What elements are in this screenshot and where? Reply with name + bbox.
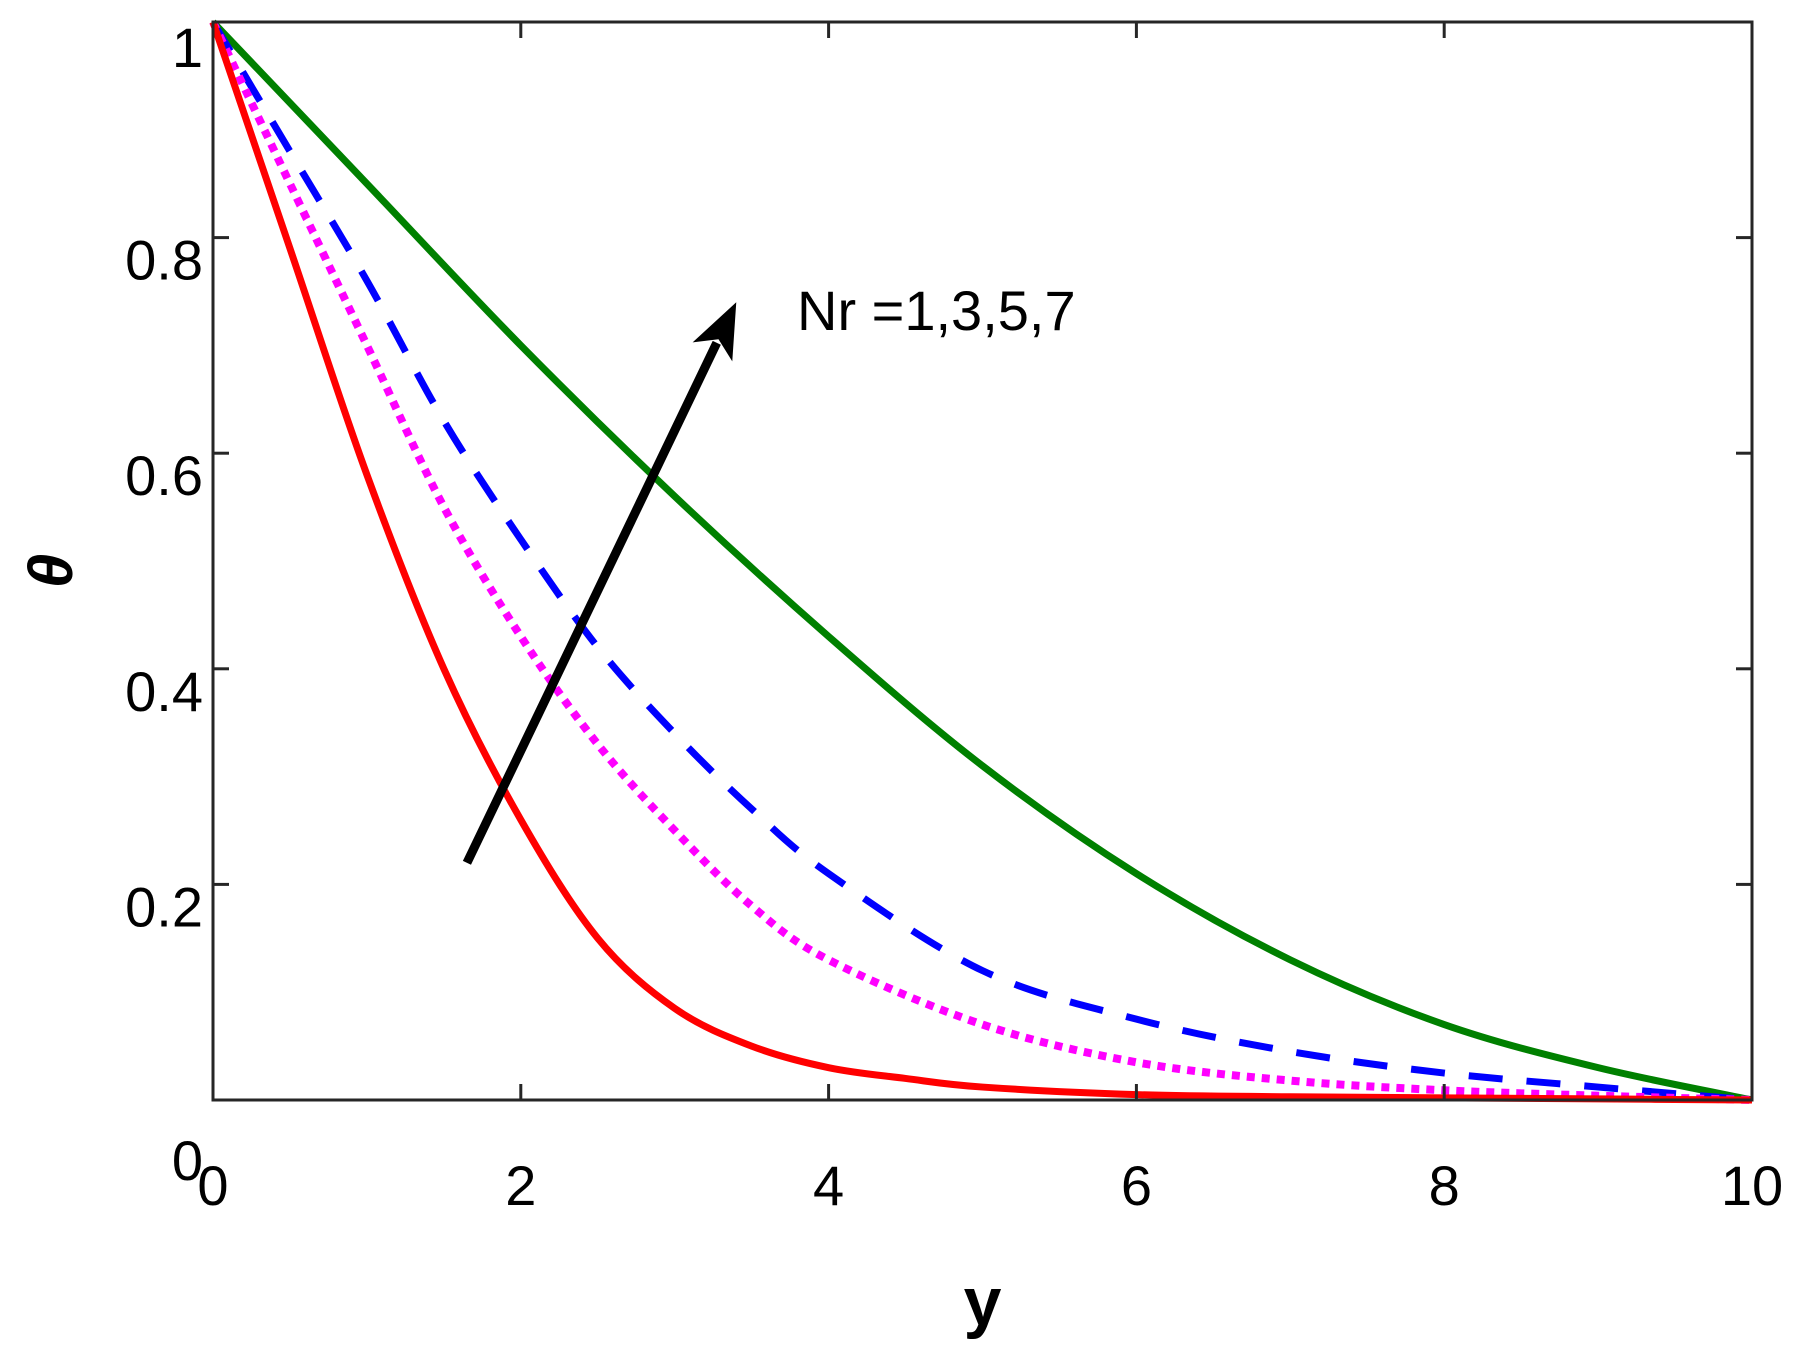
tick-label-layer: 0 2 4 6 8 10 0 0.2 0.4 0.6 0.8 1 (125, 16, 1783, 1217)
annotation-arrowhead (692, 302, 737, 362)
plot-frame (211, 20, 1754, 1102)
annotation-layer: Nr =1,3,5,7 (462, 279, 1076, 865)
y-axis-label: θ (17, 554, 86, 589)
series-line-1 (210, 19, 1753, 1104)
series-line-4 (209, 20, 1753, 1104)
annotation-text: Nr =1,3,5,7 (797, 279, 1076, 342)
y-tick-label: 1 (172, 16, 203, 79)
x-tick-label: 6 (1121, 1154, 1152, 1217)
series-layer (209, 19, 1753, 1104)
y-tick-label: 0 (172, 1129, 203, 1192)
x-tick-label: 8 (1429, 1154, 1460, 1217)
x-tick-label: 0 (197, 1154, 228, 1217)
y-tick-label: 0.6 (125, 444, 203, 507)
x-tick-label: 4 (813, 1154, 844, 1217)
y-tick-label: 0.8 (125, 229, 203, 292)
annotation-arrow (462, 340, 721, 865)
x-tick-label: 10 (1721, 1154, 1783, 1217)
x-axis-label: y (964, 1264, 1002, 1340)
y-tick-label: 0.4 (125, 660, 203, 723)
y-tick-label: 0.2 (125, 875, 203, 938)
x-tick-label: 2 (505, 1154, 536, 1217)
